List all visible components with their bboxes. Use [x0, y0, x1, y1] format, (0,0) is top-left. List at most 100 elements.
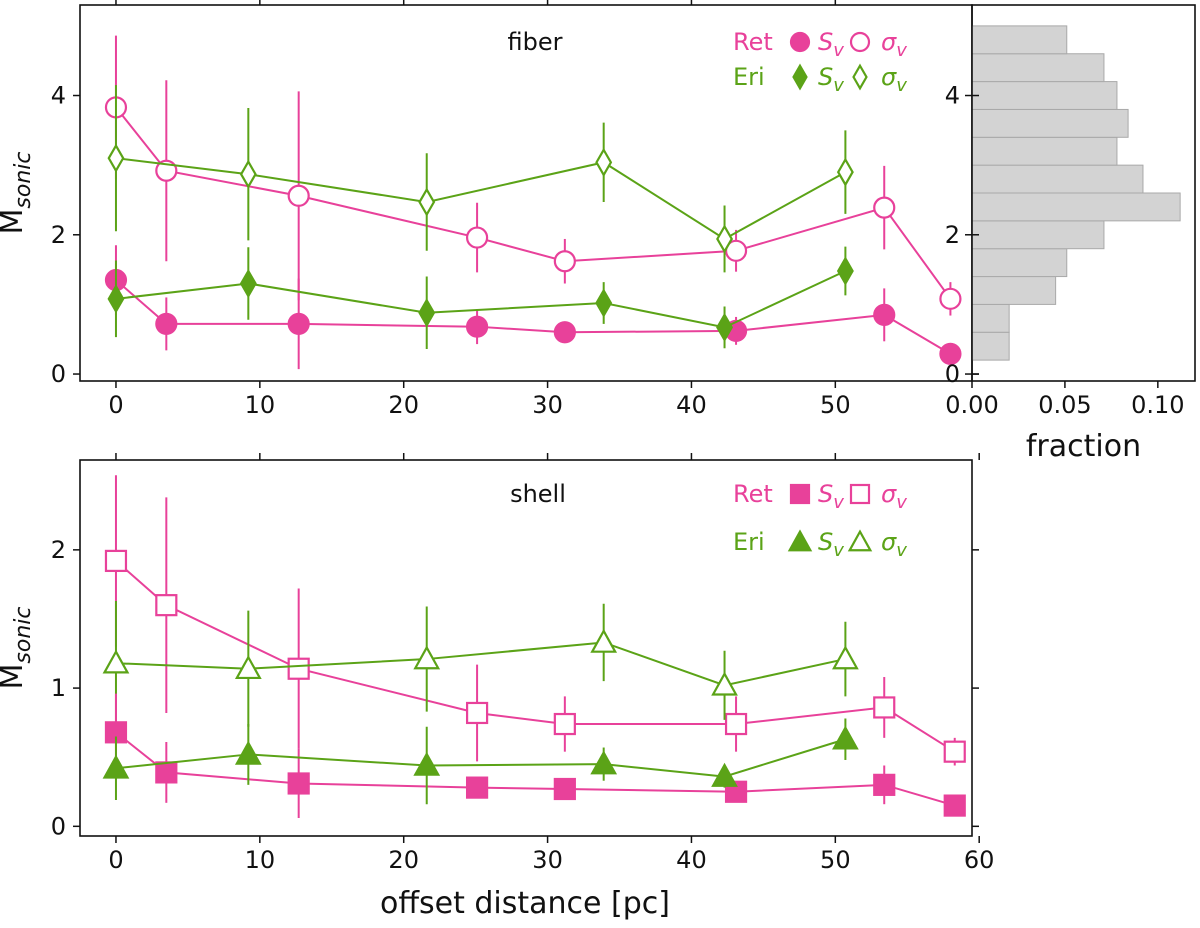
histogram-bar	[971, 53, 1105, 83]
legend-filled-marker	[789, 31, 811, 53]
x-tick-label: 0	[108, 846, 123, 874]
legend-entry-eri: Eri Sv σv	[733, 63, 907, 96]
legend-open-marker	[852, 63, 868, 91]
y-tick-label: 4	[945, 82, 960, 110]
data-point	[465, 776, 489, 799]
x-tick-label: 40	[676, 846, 707, 874]
legend-name: Ret	[733, 480, 773, 508]
data-point	[873, 303, 896, 326]
x-tick-label: 30	[532, 391, 563, 419]
y-tick-label: 2	[945, 221, 960, 249]
y-axis-label-main: M	[0, 664, 30, 690]
legend-filled-marker	[787, 529, 813, 552]
legend-filled-sub: v	[833, 40, 844, 61]
data-point	[465, 701, 489, 725]
data-point	[716, 312, 734, 343]
legend-filled-symbol: S	[818, 528, 833, 556]
legend-filled-marker	[792, 63, 808, 91]
data-point	[413, 645, 441, 670]
data-point	[836, 256, 854, 286]
fraction-axis-label: fraction	[1026, 429, 1141, 464]
x-tick-label: 10	[245, 391, 276, 419]
legend-open-sub: v	[896, 75, 907, 96]
y-axis-label: Msonic	[0, 607, 36, 690]
legend-open-symbol: σ	[881, 480, 897, 508]
data-point	[553, 321, 576, 344]
histogram-bar	[971, 276, 1057, 305]
data-point	[287, 184, 310, 207]
y-tick-label: 2	[51, 221, 66, 249]
y-tick-label: 4	[51, 82, 66, 110]
data-point	[107, 284, 125, 314]
fraction-histogram-panel: 0.00 0.05 0.10 0 2 4 fraction	[945, 4, 1196, 464]
data-point	[234, 740, 262, 765]
plot-frame	[971, 4, 1196, 382]
histogram-bar	[971, 164, 1144, 194]
data-point	[873, 773, 896, 796]
data-point	[107, 143, 125, 173]
x-tick-label: 0.00	[945, 391, 998, 419]
y-tick-label: 0	[51, 812, 66, 840]
series-eri-sv	[102, 718, 859, 805]
legend-filled-sub: v	[833, 75, 844, 96]
data-point	[711, 762, 738, 787]
panel-title: fiber	[508, 28, 563, 56]
data-point	[418, 298, 436, 328]
legend-open-symbol: σ	[881, 528, 897, 556]
panel-title: shell	[510, 480, 566, 508]
histogram-bar	[971, 303, 1010, 333]
y-tick-label: 2	[51, 536, 66, 564]
series-eri-σv	[107, 85, 854, 273]
data-point	[155, 761, 178, 784]
x-tick-label: 20	[388, 846, 419, 874]
legend-open-label: σv	[881, 63, 907, 96]
legend-open-sub: v	[896, 492, 907, 513]
legend-filled-sub: v	[833, 540, 844, 561]
data-point	[832, 645, 859, 670]
histogram-bar	[971, 248, 1068, 278]
data-point	[102, 754, 130, 779]
data-point	[234, 654, 262, 680]
histogram-bar	[971, 136, 1118, 166]
legend-filled-marker	[789, 483, 811, 505]
legend-filled-sub: v	[833, 492, 844, 513]
legend-open-marker	[849, 483, 871, 505]
histogram-bar	[971, 81, 1118, 110]
data-point	[418, 187, 436, 217]
legend-entry-eri: Eri Sv σv	[733, 528, 907, 561]
legend-filled-symbol: S	[818, 480, 833, 508]
x-axis-label: offset distance [pc]	[380, 886, 670, 921]
y-axis-label: Msonic	[0, 152, 36, 235]
legend-open-sub: v	[896, 40, 907, 61]
data-point	[465, 226, 489, 249]
data-point	[465, 315, 489, 338]
legend-name: Eri	[733, 63, 765, 91]
y-axis-label-sub: sonic	[11, 152, 36, 209]
series-line	[115, 731, 956, 807]
data-point	[553, 777, 576, 801]
data-point	[832, 725, 859, 750]
legend-open-symbol: σ	[881, 63, 897, 91]
data-point	[287, 312, 310, 336]
x-tick-label: 0.05	[1038, 391, 1091, 419]
shell-panel: 0102030405060012shellMsonicRetSvσvEriSvσ…	[0, 453, 994, 874]
y-axis-label-sub: sonic	[11, 607, 36, 664]
data-point	[155, 594, 178, 617]
y-tick-label: 0	[945, 360, 960, 388]
legend-open-marker	[849, 31, 871, 53]
data-point	[590, 750, 618, 775]
data-point	[595, 147, 613, 178]
legend-open-label: σv	[881, 28, 907, 61]
data-point	[155, 312, 178, 336]
x-tick-label: 0.10	[1131, 391, 1184, 419]
data-point	[939, 287, 962, 310]
legend-name: Eri	[733, 528, 765, 556]
data-point	[287, 657, 310, 680]
x-tick-label: 20	[388, 391, 419, 419]
series-ret-sv	[104, 245, 962, 370]
data-point	[943, 740, 966, 763]
legend-open-sub: v	[896, 540, 907, 561]
data-point	[595, 288, 613, 318]
